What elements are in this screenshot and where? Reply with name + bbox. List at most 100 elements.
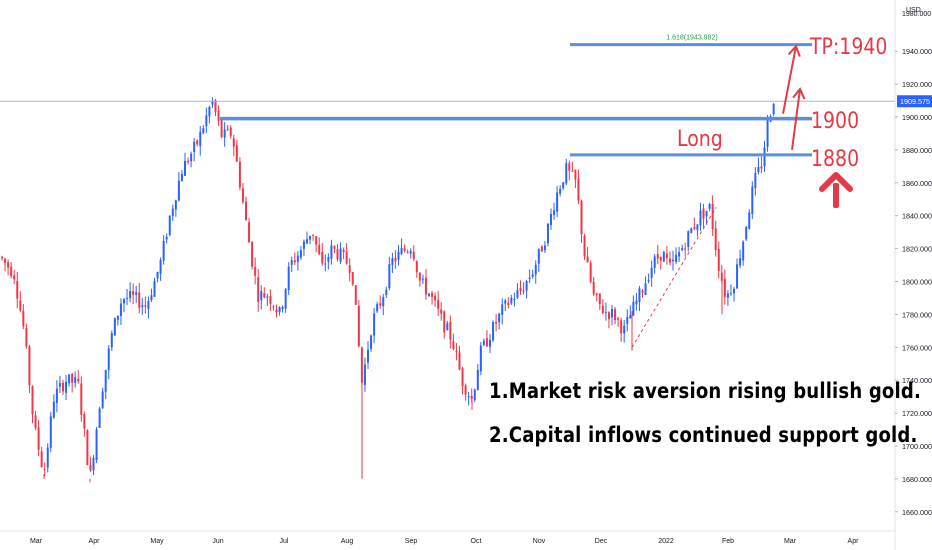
candle-body bbox=[123, 299, 125, 304]
candle-body bbox=[592, 282, 595, 295]
candle-body bbox=[495, 322, 498, 324]
candle-body bbox=[537, 248, 540, 264]
candle-body bbox=[388, 264, 391, 289]
candle-body bbox=[751, 186, 754, 214]
candle-body bbox=[40, 451, 43, 467]
candle-body bbox=[126, 297, 129, 299]
arrow-to-1900 bbox=[791, 88, 801, 151]
candle-body bbox=[354, 285, 357, 305]
candle-body bbox=[467, 396, 470, 398]
candle-body bbox=[489, 339, 491, 347]
candle-body bbox=[534, 264, 537, 275]
candle-body bbox=[516, 289, 519, 298]
candle-body bbox=[254, 266, 257, 276]
candle-body bbox=[672, 259, 674, 262]
candle-body bbox=[562, 182, 565, 189]
candle-body bbox=[245, 201, 247, 220]
y-tick-label: 1920.000 bbox=[902, 80, 932, 89]
candle-body bbox=[382, 297, 385, 306]
candle-body bbox=[571, 170, 574, 172]
candle-body bbox=[647, 280, 650, 282]
candle-body bbox=[205, 115, 208, 127]
candle-body bbox=[763, 147, 766, 167]
candle-body bbox=[223, 129, 226, 138]
candle-body bbox=[162, 241, 165, 261]
candle-body bbox=[351, 272, 354, 285]
x-tick-label: Apr bbox=[848, 538, 860, 545]
candle-body bbox=[113, 318, 116, 336]
candle-body bbox=[586, 256, 589, 263]
candle-body bbox=[190, 153, 193, 162]
candle-body bbox=[37, 427, 40, 450]
candle-body bbox=[757, 167, 760, 172]
candle-body bbox=[367, 349, 369, 363]
candle-body bbox=[10, 266, 13, 277]
candle-body bbox=[568, 163, 571, 171]
candle-body bbox=[260, 290, 263, 301]
candle-body bbox=[321, 252, 324, 264]
candle-body bbox=[394, 258, 397, 262]
candle-body bbox=[330, 245, 333, 259]
bold-up-arrow-head bbox=[819, 172, 853, 192]
candle-body bbox=[458, 352, 461, 370]
candle-body bbox=[74, 377, 77, 383]
candle-body bbox=[556, 192, 559, 212]
y-tick-label: 1860.000 bbox=[902, 179, 932, 188]
y-tick-label: 1840.000 bbox=[902, 212, 932, 221]
trendline bbox=[631, 207, 717, 348]
candle-body bbox=[202, 128, 205, 133]
candle-body bbox=[281, 306, 284, 310]
x-tick-label: Feb bbox=[722, 538, 734, 545]
candle-body bbox=[766, 119, 769, 147]
candle-body bbox=[129, 291, 132, 299]
candle-body bbox=[86, 430, 89, 466]
candle-body bbox=[43, 469, 46, 471]
candle-body bbox=[723, 278, 726, 298]
candlestick-series bbox=[1, 97, 775, 483]
candle-body bbox=[492, 322, 495, 341]
candle-body bbox=[711, 203, 714, 229]
y-tick-label: 1720.000 bbox=[902, 409, 932, 418]
candle-body bbox=[293, 260, 296, 263]
candle-body bbox=[708, 204, 711, 209]
x-tick-label: Mar bbox=[784, 538, 797, 545]
note-line-2: 2.Capital inflows continued support gold… bbox=[489, 423, 918, 447]
candle-body bbox=[208, 106, 211, 117]
candle-body bbox=[119, 303, 122, 316]
candle-body bbox=[623, 325, 626, 334]
candle-body bbox=[693, 226, 696, 229]
candle-body bbox=[428, 293, 430, 296]
candle-body bbox=[184, 161, 186, 176]
candle-body bbox=[528, 277, 531, 279]
candle-body bbox=[107, 348, 110, 371]
candle-body bbox=[299, 250, 302, 258]
candle-body bbox=[98, 408, 101, 428]
candle-body bbox=[376, 304, 379, 312]
candle-body bbox=[519, 288, 522, 291]
candle-body bbox=[504, 300, 507, 304]
x-tick-label: Jun bbox=[212, 538, 223, 545]
candle-body bbox=[626, 317, 629, 324]
candle-body bbox=[476, 369, 479, 391]
level-1880-label: 1880 bbox=[811, 146, 859, 172]
candle-body bbox=[543, 245, 546, 251]
y-tick-label: 1820.000 bbox=[902, 245, 932, 254]
candle-body bbox=[653, 256, 656, 268]
candle-body bbox=[385, 289, 388, 295]
candle-body bbox=[559, 188, 562, 194]
candle-body bbox=[226, 129, 229, 131]
y-tick-label: 1880.000 bbox=[902, 146, 932, 155]
candle-body bbox=[601, 305, 604, 314]
candle-body bbox=[415, 261, 418, 273]
x-tick-label: Nov bbox=[533, 538, 546, 545]
candle-body bbox=[598, 293, 601, 305]
candle-body bbox=[479, 345, 482, 372]
candle-body bbox=[4, 258, 7, 263]
candle-body bbox=[159, 259, 162, 274]
candle-body bbox=[684, 248, 687, 250]
candle-body bbox=[464, 385, 467, 395]
arrow-to-tp bbox=[782, 46, 797, 114]
candle-body bbox=[452, 341, 455, 350]
